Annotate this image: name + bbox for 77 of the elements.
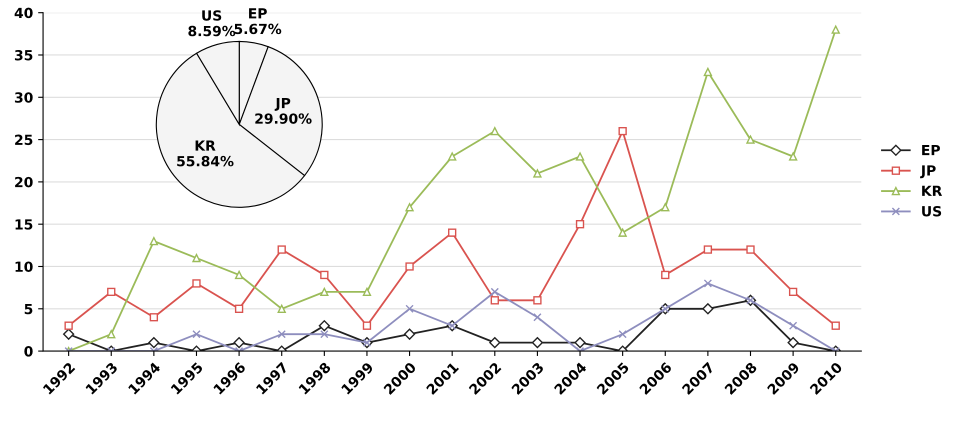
point [64, 322, 73, 330]
point [832, 322, 840, 330]
point [148, 337, 160, 348]
slice-label: EP [249, 8, 267, 18]
y-tick-label: 15 [16, 219, 32, 230]
point [618, 126, 627, 136]
slice-label: JP [274, 98, 290, 111]
point [107, 288, 116, 296]
point [362, 322, 372, 330]
y-tick-label: 0 [24, 346, 33, 357]
point [233, 337, 245, 348]
point [405, 203, 414, 212]
point [107, 330, 116, 338]
point [788, 337, 799, 348]
point [278, 245, 286, 254]
point [490, 288, 499, 296]
point [618, 330, 627, 338]
point [788, 152, 798, 161]
y-tick-label: 30 [14, 92, 33, 103]
point [404, 328, 416, 340]
point [618, 228, 627, 237]
point [448, 228, 456, 237]
point [63, 328, 74, 340]
point [362, 288, 372, 296]
point [832, 25, 840, 34]
point [320, 270, 328, 280]
data-label: 8.59% [188, 26, 236, 36]
point [320, 288, 328, 296]
data-label: 29.90% [255, 113, 312, 124]
point [489, 337, 500, 348]
point [448, 152, 456, 161]
point [192, 279, 201, 288]
point [532, 337, 544, 348]
point [405, 304, 414, 313]
legend-label: KR [922, 186, 942, 196]
point [320, 330, 328, 338]
y-tick-label: 10 [16, 261, 33, 272]
y-tick-label: 25 [15, 134, 32, 146]
y-tick-label: 35 [14, 50, 32, 60]
point [318, 320, 330, 332]
point [576, 220, 584, 228]
point [234, 270, 244, 280]
point [234, 304, 244, 313]
point [533, 296, 542, 304]
legend-label: US [922, 206, 942, 216]
point [490, 296, 499, 304]
slice-label: KR [196, 140, 216, 151]
y-tick-label: 20 [15, 176, 33, 188]
point [746, 245, 755, 254]
point [702, 303, 714, 314]
point [704, 68, 712, 76]
point [576, 152, 584, 161]
slice-label: US [202, 10, 222, 21]
point [788, 322, 798, 330]
point [490, 126, 499, 136]
point [533, 169, 542, 178]
point [405, 262, 414, 271]
y-tick-label: 40 [14, 8, 33, 18]
legend-label: EP [922, 145, 940, 156]
point [574, 337, 586, 348]
point [192, 330, 201, 338]
point [278, 304, 286, 313]
y-tick-label: 5 [24, 304, 32, 314]
point [746, 135, 755, 144]
point [661, 270, 670, 280]
point [704, 245, 712, 254]
point [192, 254, 201, 262]
point [704, 279, 712, 288]
point [278, 330, 286, 338]
point [150, 236, 158, 246]
data-label: 55.84% [177, 156, 234, 166]
point [661, 203, 670, 212]
point [788, 288, 798, 296]
legend-label: JP [920, 165, 936, 178]
data-label: 5.67% [234, 24, 282, 34]
point [533, 313, 542, 322]
point [150, 313, 158, 322]
